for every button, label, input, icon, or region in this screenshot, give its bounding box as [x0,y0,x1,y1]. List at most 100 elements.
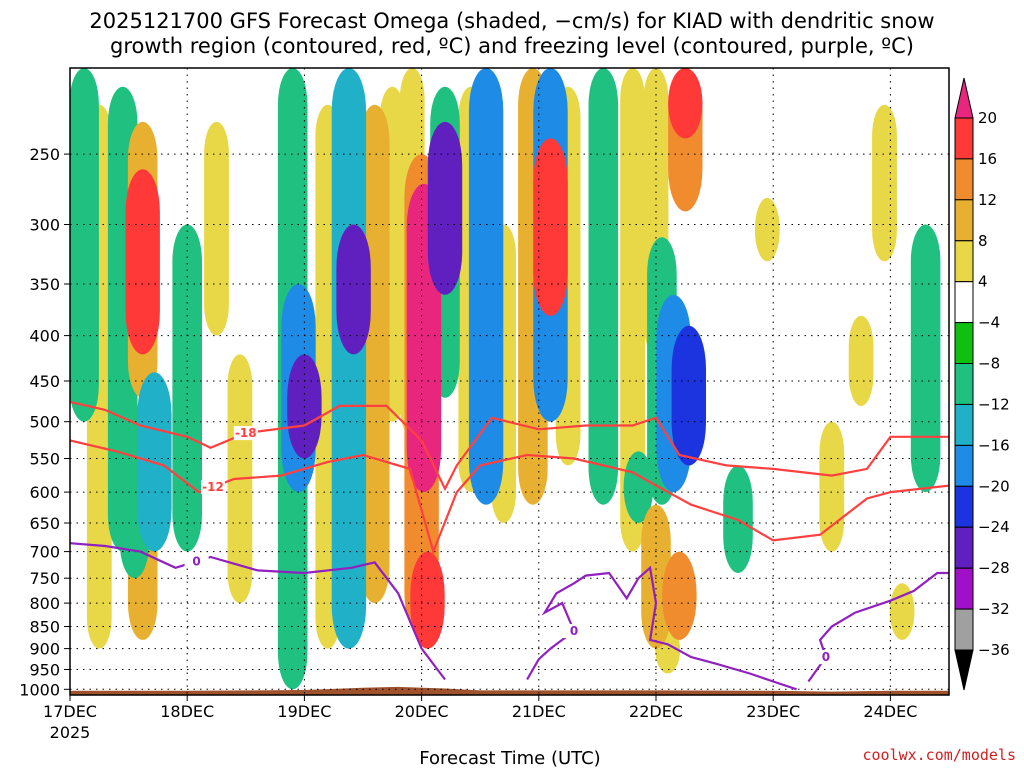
colorbar-swatch [954,199,974,242]
x-axis: 17DEC 18DEC 19DEC 20DEC 21DEC 22DEC 23DEC 24DEC [43,695,917,721]
omega-cell [172,224,202,552]
contour-label-bg [813,650,838,665]
terrain [70,686,949,695]
grid [70,68,949,695]
colorbar-label: 16 [978,150,997,168]
contour-label-bg [233,426,258,441]
contour-label: -12 [202,480,224,494]
omega-cell [533,138,568,316]
x-tick-label: 17DEC [43,702,97,721]
colorbar-swatch [954,608,974,651]
contour-label: -18 [235,426,257,440]
colorbar-swatch [954,363,974,405]
y-tick-label: 300 [29,216,60,235]
y-tick-label: 700 [29,543,60,562]
omega-cell [848,315,874,406]
colorbar-label: −4 [978,314,1000,332]
colorbar-label: −8 [978,355,1000,373]
contour-label: 0 [822,650,830,664]
colorbar-swatch [954,444,974,487]
credit-text: coolwx.com/models [862,746,1016,764]
contour-line [70,542,446,681]
omega-cell [336,224,371,355]
terrain-fill [70,686,949,695]
colorbar-label: 8 [978,232,988,250]
colorbar-swatch [954,567,974,610]
omega-cell [671,325,706,466]
colorbar-label: 20 [978,109,997,127]
colorbar: 20 16 12 8 4 −4 −8 −12 −16 −20 −24 −28 −32 −36 [954,77,1010,691]
y-tick-label: 250 [29,145,60,164]
x-tick-label: 24DEC [863,702,917,721]
x-tick-label: 23DEC [746,702,800,721]
chart-title-line2: growth region (contoured, red, ºC) and f… [110,34,914,58]
contours: -18 -12 0 0 0 [70,400,949,691]
colorbar-swatch [954,485,974,528]
omega-cell [331,68,367,649]
y-axis: 250 300 350 400 450 500 550 600 650 700 750 800 850 9… [19,145,70,699]
contour-label-bg [201,479,225,494]
contour-label: 0 [570,624,578,638]
colorbar-swatch [954,322,974,365]
x-tick-label: 18DEC [160,702,214,721]
omega-cell [125,169,160,355]
omega-cell [70,68,99,422]
y-tick-label: 950 [29,661,60,680]
colorbar-top-arrow [954,77,974,119]
y-tick-label: 400 [29,327,60,346]
y-tick-label: 600 [29,483,60,502]
x-tick-label: 19DEC [277,702,331,721]
colorbar-label: −28 [978,559,1010,577]
omega-cell [468,68,504,505]
omega-cell [910,224,941,493]
y-tick-label: 1000 [19,680,60,699]
colorbar-swatch [954,281,974,324]
x-tick-label: 22DEC [629,702,683,721]
chart-title-line1: 2025121700 GFS Forecast Omega (shaded, −… [89,9,934,33]
contour-label-bg [184,554,209,569]
omega-cell [588,68,619,505]
colorbar-label: 4 [978,273,988,291]
omega-cell [623,451,654,523]
y-tick-label: 750 [29,569,60,588]
omega-cell [359,104,390,604]
colorbar-bottom-arrow [954,649,974,691]
contour-label-bg [562,624,586,638]
contour-line [526,565,797,691]
y-tick-label: 800 [29,594,60,613]
colorbar-swatch [954,404,974,446]
colorbar-label: −12 [978,396,1010,414]
colorbar-swatch [954,240,974,283]
colorbar-swatch [954,526,974,569]
colorbar-swatch [954,117,974,160]
contour-label: 0 [192,554,200,568]
x-tick-label: 21DEC [512,702,566,721]
colorbar-label: −32 [978,600,1010,618]
colorbar-label: −36 [978,641,1010,659]
x-axis-sublabel: 2025 [50,723,91,742]
omega-cell [204,121,229,336]
contour-line [70,400,949,492]
colorbar-swatch [954,158,974,201]
y-tick-label: 550 [29,450,60,469]
x-tick-label: 20DEC [395,702,449,721]
omega-cell [410,551,445,649]
x-axis-label: Forecast Time (UTC) [419,748,600,768]
y-tick-label: 850 [29,618,60,637]
omega-cell [620,68,645,552]
omega-cell [819,421,845,552]
colorbar-label: 12 [978,191,997,209]
y-tick-label: 650 [29,514,60,533]
omega-cell [668,68,703,139]
omega-shading [70,68,941,690]
colorbar-label: −20 [978,477,1010,495]
y-tick-label: 900 [29,640,60,659]
y-tick-label: 500 [29,413,60,432]
colorbar-label: −24 [978,518,1010,536]
omega-cell [427,121,463,295]
y-tick-label: 450 [29,372,60,391]
omega-cell [872,104,897,262]
colorbar-label: −16 [978,436,1010,454]
omega-cell [754,197,780,262]
